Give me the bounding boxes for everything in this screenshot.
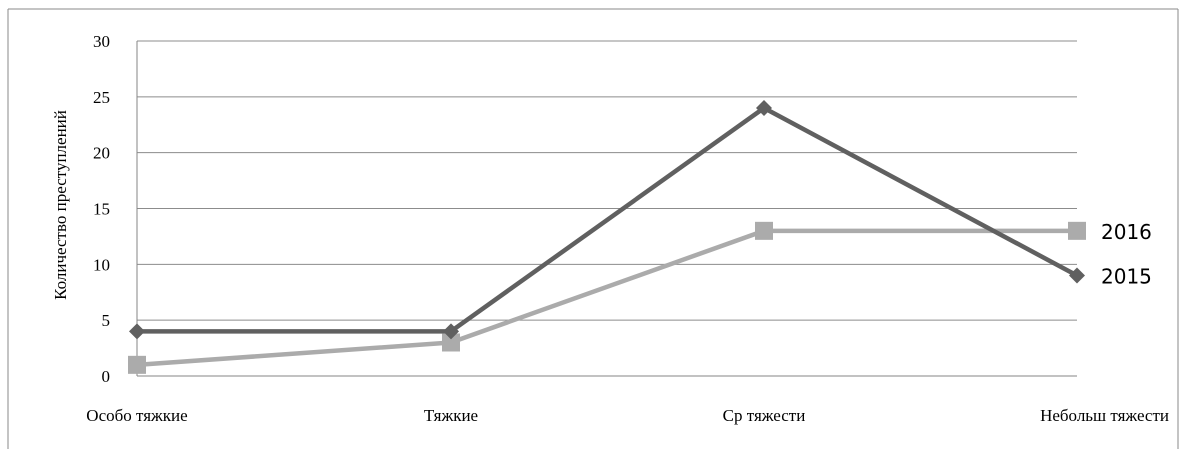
y-tick-label: 0	[102, 367, 111, 386]
data-point-2015	[443, 323, 459, 340]
y-axis-label: Количество преступлений	[51, 110, 70, 300]
series-line-2016	[134, 228, 1080, 368]
y-tick-label: 30	[93, 32, 110, 51]
y-tick-label: 5	[102, 311, 111, 330]
x-tick-label: Небольш тяжести	[1040, 406, 1169, 425]
y-tick-label: 15	[93, 200, 110, 219]
series-line-2015	[134, 105, 1080, 334]
x-tick-label: Ср тяжести	[723, 406, 806, 425]
y-tick-label: 20	[93, 144, 110, 163]
series-label-2016: 2016	[1101, 220, 1152, 244]
data-point-2016	[755, 221, 773, 240]
data-point-2016	[442, 333, 460, 352]
x-tick-label: Тяжкие	[424, 406, 478, 425]
y-tick-label: 25	[93, 88, 110, 107]
data-point-2015	[756, 100, 772, 116]
data-point-2016	[1068, 221, 1086, 240]
series-label-2015: 2015	[1101, 265, 1152, 289]
data-point-2015	[129, 323, 145, 340]
x-tick-label: Особо тяжкие	[86, 406, 187, 425]
y-tick-label: 10	[93, 255, 110, 274]
data-point-2016	[128, 355, 146, 374]
data-point-2015	[1069, 267, 1085, 284]
